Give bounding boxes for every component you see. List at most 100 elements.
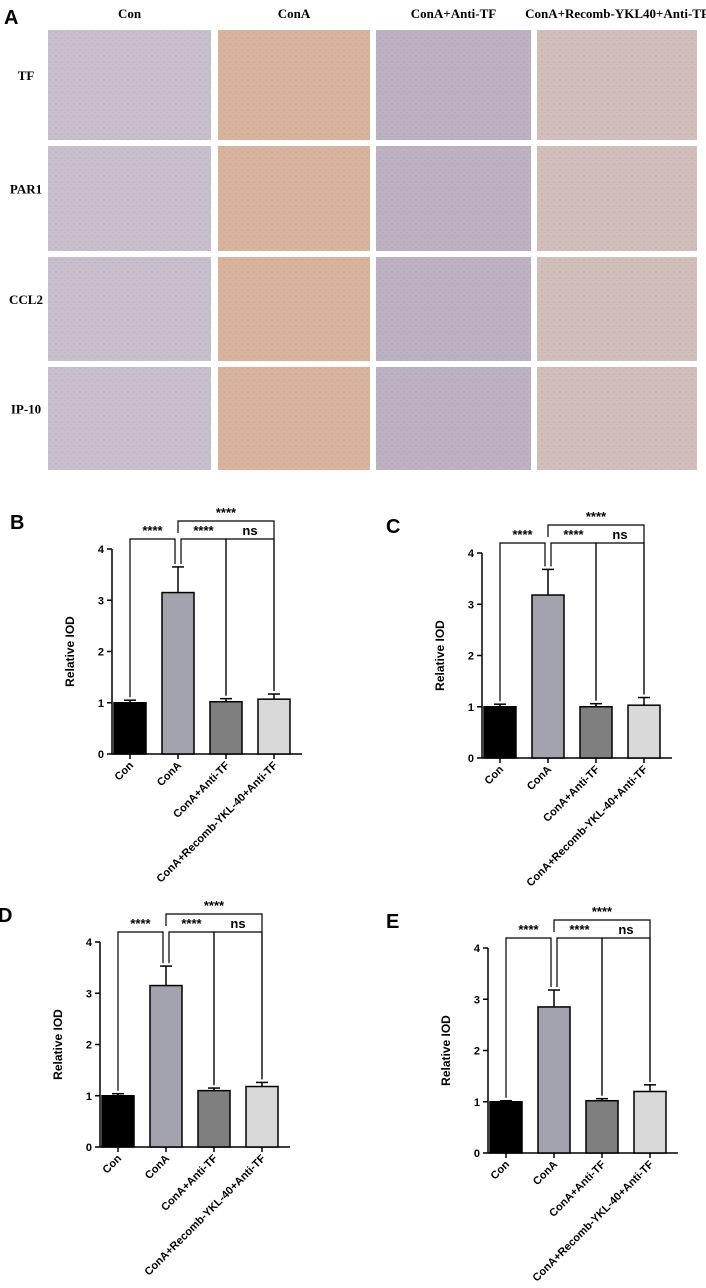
y-axis-title: Relative IOD	[433, 620, 447, 691]
y-tick-label: 4	[86, 937, 93, 949]
panel-label: B	[10, 512, 24, 534]
bar	[537, 1006, 571, 1154]
significance-label: ****	[216, 505, 237, 520]
panel-label: D	[0, 905, 12, 927]
bar	[113, 702, 147, 755]
column-header: ConA	[278, 6, 311, 21]
bar	[149, 984, 183, 1148]
significance-bracket	[117, 931, 164, 1091]
significance-bracket	[499, 542, 546, 702]
panel-label: A	[4, 7, 18, 29]
bar	[627, 704, 661, 759]
significance-bracket	[225, 538, 275, 696]
significance-label: ns	[230, 916, 245, 931]
x-tick-label: Con	[113, 759, 137, 783]
y-tick-label: 1	[468, 702, 474, 714]
bar	[531, 594, 565, 759]
micrograph-texture	[537, 146, 697, 251]
x-tick-label: Con	[101, 1152, 125, 1176]
y-axis-title: Relative IOD	[439, 1015, 453, 1086]
bar	[633, 1090, 667, 1154]
column-header: ConA+Recomb-YKL40+Anti-TF	[525, 6, 706, 21]
y-tick-label: 3	[468, 599, 474, 611]
y-tick-label: 2	[474, 1046, 480, 1058]
significance-label: ****	[204, 898, 225, 913]
micrograph-texture	[218, 30, 370, 140]
row-label: CCL2	[9, 292, 43, 307]
significance-label: ****	[586, 509, 607, 524]
row-label: TF	[18, 68, 35, 83]
significance-bracket	[165, 913, 263, 1080]
y-tick-label: 0	[98, 749, 104, 761]
significance-bracket	[547, 524, 645, 695]
significance-label: ****	[563, 527, 584, 542]
micrograph-texture	[48, 30, 211, 140]
micrograph-texture	[376, 146, 531, 251]
micrograph-texture	[218, 257, 370, 361]
x-tick-label: Con	[489, 1158, 513, 1182]
y-tick-label: 0	[468, 753, 474, 765]
micrograph-texture	[218, 146, 370, 251]
y-tick-label: 2	[98, 647, 104, 659]
bar	[101, 1095, 135, 1148]
y-tick-label: 2	[468, 651, 474, 663]
y-tick-label: 1	[86, 1091, 92, 1103]
micrograph-texture	[48, 146, 211, 251]
significance-bracket	[595, 542, 645, 701]
row-label: IP-10	[11, 402, 41, 417]
y-tick-label: 4	[474, 943, 481, 955]
y-axis-title: Relative IOD	[51, 1009, 65, 1080]
significance-label: ns	[612, 527, 627, 542]
y-tick-label: 3	[474, 994, 480, 1006]
bar	[585, 1099, 619, 1154]
x-tick-label: ConA	[525, 764, 554, 793]
significance-bracket	[177, 520, 275, 692]
bar	[257, 698, 291, 755]
significance-bracket	[213, 931, 263, 1086]
y-tick-label: 1	[98, 698, 104, 710]
micrograph-texture	[48, 257, 211, 361]
significance-label: ****	[130, 916, 151, 931]
significance-label: ns	[618, 922, 633, 937]
significance-label: ****	[518, 922, 539, 937]
y-tick-label: 0	[86, 1142, 92, 1154]
y-tick-label: 4	[468, 548, 475, 560]
significance-label: ****	[569, 922, 590, 937]
y-axis-title: Relative IOD	[63, 616, 77, 687]
panel-label: C	[386, 516, 400, 538]
significance-label: ****	[592, 904, 613, 919]
column-header: ConA+Anti-TF	[411, 6, 496, 21]
significance-bracket	[601, 937, 651, 1096]
significance-bracket	[553, 919, 651, 1082]
y-tick-label: 3	[86, 988, 92, 1000]
bar	[209, 700, 243, 755]
y-tick-label: 3	[98, 595, 104, 607]
y-tick-label: 2	[86, 1040, 92, 1052]
column-header: Con	[118, 6, 142, 21]
micrograph-texture	[48, 367, 211, 470]
y-tick-label: 1	[474, 1097, 480, 1109]
micrograph-texture	[376, 257, 531, 361]
micrograph-texture	[537, 30, 697, 140]
bar	[161, 591, 195, 755]
micrograph-texture	[537, 257, 697, 361]
x-tick-label: ConA	[531, 1159, 560, 1188]
x-tick-label: ConA	[155, 760, 184, 789]
bar	[489, 1101, 523, 1154]
micrograph-texture	[218, 367, 370, 470]
row-label: PAR1	[10, 182, 42, 197]
significance-label: ****	[512, 527, 533, 542]
micrograph-texture	[537, 367, 697, 470]
bar	[245, 1085, 279, 1148]
panel-label: E	[386, 911, 399, 933]
significance-label: ****	[193, 523, 214, 538]
micrograph-texture	[376, 30, 531, 140]
significance-label: ****	[181, 916, 202, 931]
micrograph-texture	[376, 367, 531, 470]
y-tick-label: 0	[474, 1148, 480, 1160]
y-tick-label: 4	[98, 544, 105, 556]
significance-label: ****	[142, 523, 163, 538]
bar	[197, 1089, 231, 1148]
significance-bracket	[505, 937, 552, 1098]
